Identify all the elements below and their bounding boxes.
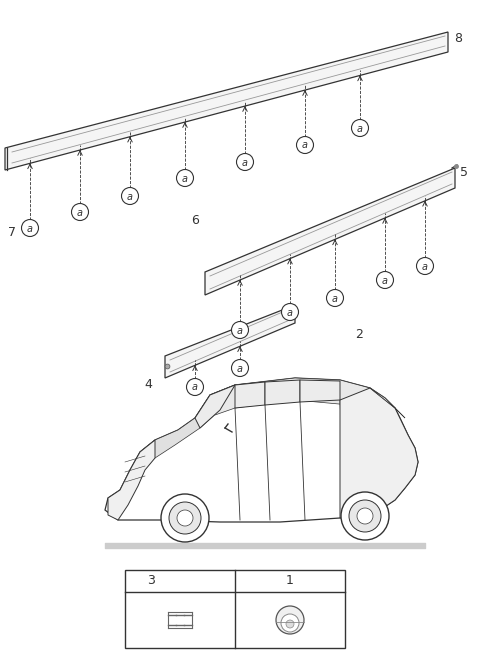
Circle shape — [341, 492, 389, 540]
Circle shape — [357, 508, 373, 524]
Text: a: a — [77, 208, 83, 217]
Text: a: a — [182, 173, 188, 183]
Polygon shape — [235, 382, 265, 408]
Text: 1: 1 — [286, 574, 294, 587]
Circle shape — [351, 120, 369, 137]
Text: 6: 6 — [191, 214, 199, 227]
Text: a: a — [27, 223, 33, 233]
Circle shape — [376, 271, 394, 288]
Text: a: a — [242, 158, 248, 168]
Text: a: a — [134, 577, 140, 586]
Text: 8: 8 — [454, 32, 462, 45]
Text: a: a — [287, 307, 293, 317]
Circle shape — [187, 378, 204, 396]
Circle shape — [72, 204, 88, 221]
Polygon shape — [105, 378, 418, 522]
Text: a: a — [192, 382, 198, 392]
Circle shape — [130, 574, 144, 588]
Text: a: a — [382, 275, 388, 286]
Circle shape — [169, 502, 201, 534]
Text: a: a — [302, 141, 308, 150]
Circle shape — [286, 620, 294, 628]
Circle shape — [349, 500, 381, 532]
Text: a: a — [422, 261, 428, 271]
Polygon shape — [165, 305, 295, 378]
Text: 5: 5 — [460, 166, 468, 179]
Polygon shape — [5, 32, 448, 170]
Circle shape — [297, 137, 313, 154]
Circle shape — [276, 606, 304, 634]
Text: 4: 4 — [144, 378, 152, 392]
Circle shape — [231, 359, 249, 376]
Polygon shape — [370, 388, 405, 418]
Text: a: a — [127, 191, 133, 202]
Polygon shape — [108, 440, 155, 520]
Polygon shape — [340, 388, 418, 518]
Polygon shape — [205, 168, 455, 295]
Polygon shape — [210, 378, 370, 415]
Text: 2: 2 — [355, 328, 363, 342]
Circle shape — [161, 494, 209, 542]
Circle shape — [121, 187, 139, 204]
Circle shape — [177, 170, 193, 187]
Text: a: a — [332, 294, 338, 304]
Bar — [125, 570, 345, 648]
Text: a: a — [237, 325, 243, 336]
Polygon shape — [195, 385, 235, 428]
Text: 7: 7 — [8, 225, 16, 238]
Circle shape — [22, 219, 38, 237]
Circle shape — [281, 614, 299, 632]
Text: a: a — [237, 363, 243, 373]
Polygon shape — [265, 380, 300, 405]
Polygon shape — [300, 380, 340, 402]
Circle shape — [237, 154, 253, 171]
Text: 3: 3 — [147, 574, 155, 587]
Polygon shape — [140, 385, 235, 465]
Circle shape — [281, 304, 299, 321]
Text: a: a — [357, 124, 363, 133]
Circle shape — [177, 510, 193, 526]
Circle shape — [417, 258, 433, 275]
Circle shape — [231, 321, 249, 338]
Circle shape — [326, 290, 344, 307]
